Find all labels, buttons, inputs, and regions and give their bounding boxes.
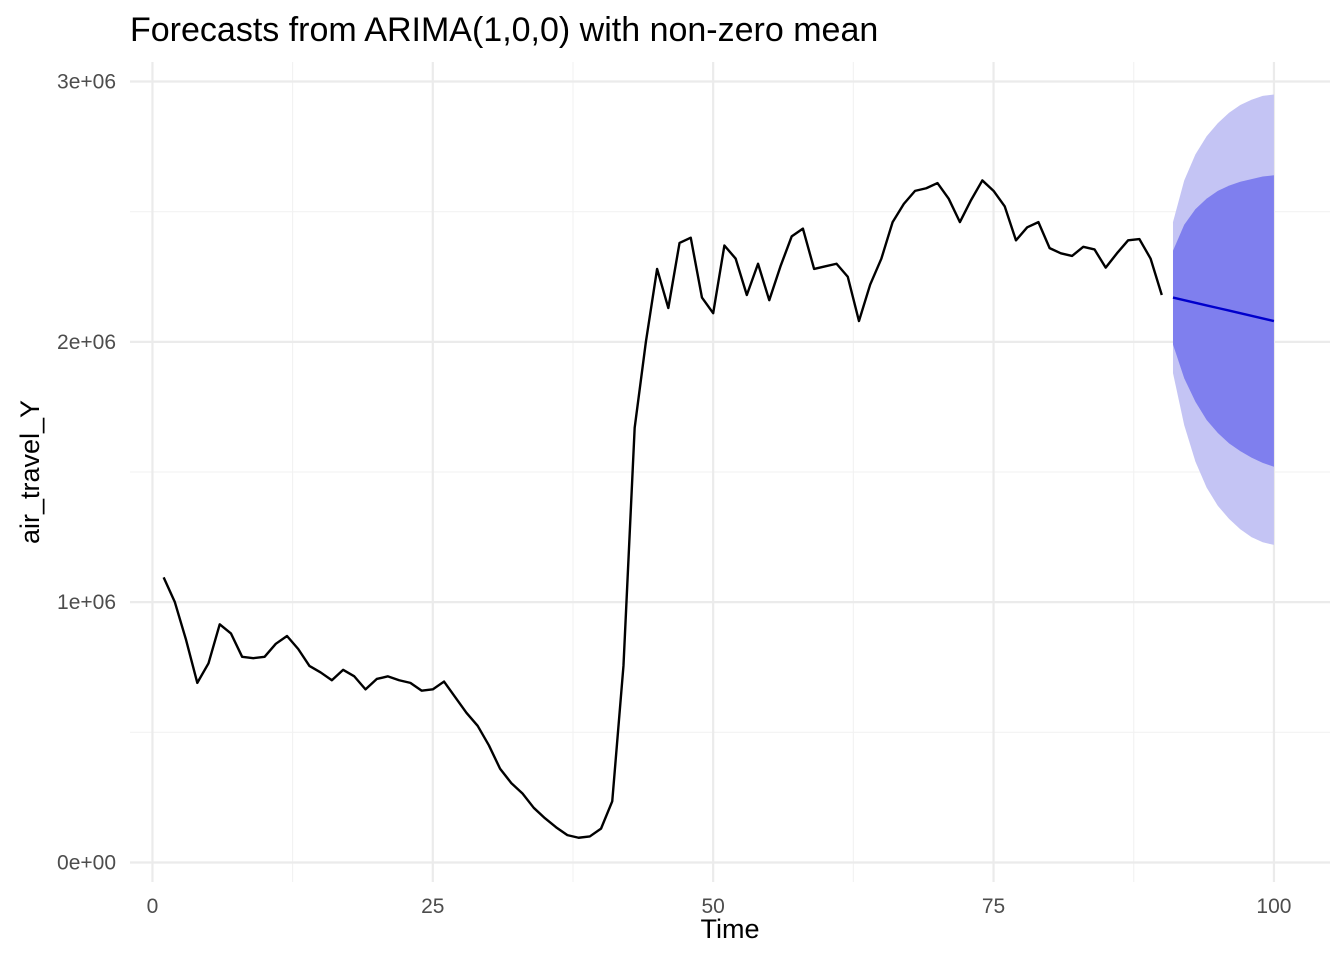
x-tick-label: 50 (701, 895, 724, 918)
x-axis-ticks: 0 25 50 75 100 (147, 895, 1292, 918)
chart-title: Forecasts from ARIMA(1,0,0) with non-zer… (130, 11, 878, 49)
y-tick-label: 2e+06 (57, 331, 116, 354)
series-lines (162, 179, 1275, 839)
x-tick-label: 25 (421, 895, 444, 918)
prediction-interval-80 (1172, 175, 1274, 467)
y-axis-title: air_travel_Y (15, 400, 45, 544)
x-tick-label: 75 (982, 895, 1005, 918)
x-axis-title: Time (701, 914, 760, 944)
y-tick-label: 1e+06 (57, 591, 116, 614)
forecast-mean-line (1172, 296, 1275, 323)
y-tick-label: 3e+06 (57, 71, 116, 94)
x-tick-label: 0 (147, 895, 159, 918)
x-tick-label: 100 (1256, 895, 1291, 918)
grid-lines (130, 62, 1330, 882)
observed-series-line (162, 179, 1163, 839)
interval-80-band (1172, 175, 1274, 467)
y-axis-ticks: 0e+00 1e+06 2e+06 3e+06 (57, 71, 116, 875)
y-tick-label: 0e+00 (57, 851, 116, 874)
